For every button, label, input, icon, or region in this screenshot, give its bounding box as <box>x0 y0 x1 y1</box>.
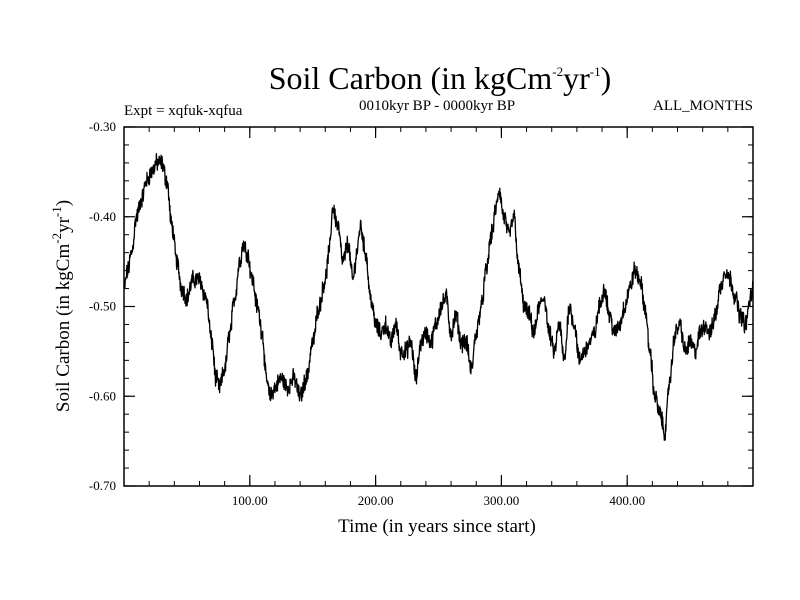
soil-carbon-line <box>123 153 754 441</box>
y-axis-label: Soil Carbon (in kgCm-2yr-1) <box>49 200 74 412</box>
y-tick-label: -0.70 <box>89 478 116 493</box>
minor-ticks <box>124 127 753 486</box>
plot-frame <box>123 126 754 487</box>
y-tick-label: -0.60 <box>89 388 116 403</box>
y-tick-label: -0.40 <box>89 209 116 224</box>
experiment-label: Expt = xqfuk-xqfua <box>124 103 243 119</box>
chart-title: Soil Carbon (in kgCm-2yr-1) <box>269 60 612 96</box>
y-tick-label: -0.30 <box>89 119 116 134</box>
x-axis-label: Time (in years since start) <box>338 516 536 537</box>
x-tick-label: 400.00 <box>609 493 645 508</box>
months-label: ALL_MONTHS <box>653 98 753 114</box>
major-ticks <box>124 126 753 487</box>
x-tick-label: 300.00 <box>484 493 520 508</box>
tick-labels: 100.00 200.00 300.00 400.00 -0.70 -0.60 -0.50 -… <box>89 119 645 508</box>
period-label: 0010kyr BP - 0000kyr BP <box>359 98 515 114</box>
x-tick-label: 100.00 <box>232 493 268 508</box>
x-tick-label: 200.00 <box>358 493 394 508</box>
y-tick-label: -0.50 <box>89 299 116 314</box>
